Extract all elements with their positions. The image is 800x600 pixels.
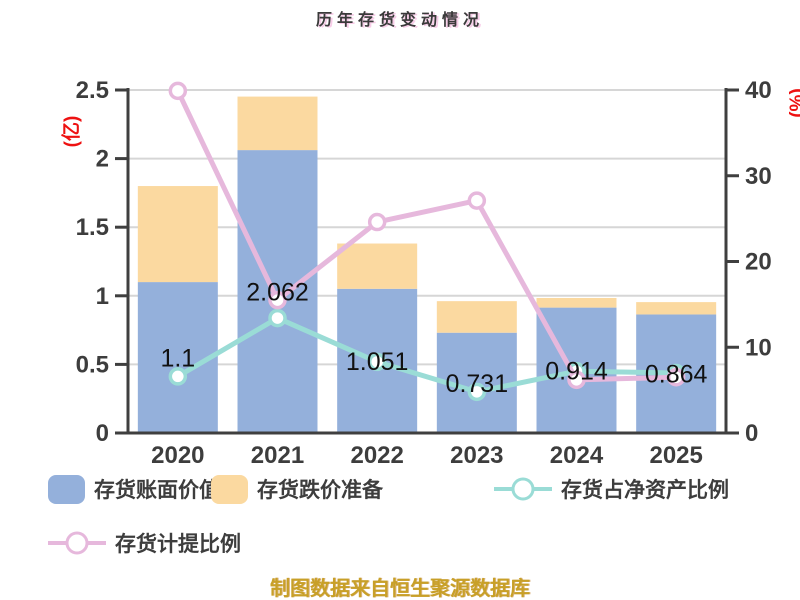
provision-ratio-point-2020[interactable] <box>168 81 188 101</box>
legend-item-provision[interactable]: 存货跌价准备 <box>211 474 383 504</box>
legend-label: 存货占净资产比例 <box>561 479 729 502</box>
left-axis-unit-label: (亿) <box>61 115 83 148</box>
bar-value-label-2021: 2.062 <box>246 279 309 307</box>
bar-book-value-2020[interactable] <box>137 282 218 433</box>
left-tick-label: 2 <box>96 146 109 173</box>
bar-value-label-2023: 0.731 <box>446 370 509 398</box>
data-source-caption: 制图数据来自恒生聚源数据库 <box>270 578 530 600</box>
bar-provision-2023[interactable] <box>436 301 517 333</box>
left-tick-label: 1.5 <box>76 214 109 241</box>
provision-ratio-point-2021[interactable] <box>268 290 287 310</box>
legend-label: 存货计提比例 <box>115 533 241 556</box>
book-value-swatch-icon <box>48 474 85 504</box>
x-axis-label-2024: 2024 <box>550 442 604 469</box>
bar-value-label-2022: 1.051 <box>346 348 409 376</box>
net-asset-ratio-point-2021[interactable] <box>268 308 287 328</box>
x-axis-label-2020: 2020 <box>151 442 204 469</box>
net-asset-ratio-line <box>175 315 679 395</box>
right-tick-label: 30 <box>745 163 772 190</box>
bar-provision-2025[interactable] <box>636 302 717 315</box>
right-tick-label: 0 <box>745 420 758 447</box>
right-tick-label: 20 <box>745 249 772 276</box>
left-tick-label: 2.5 <box>76 77 109 104</box>
bar-value-label-2024: 0.914 <box>545 357 608 385</box>
legend-label: 存货跌价准备 <box>257 479 383 502</box>
legend-item-book-value[interactable]: 存货账面价值 <box>48 474 220 504</box>
provision-ratio-point-2025[interactable] <box>666 368 686 387</box>
left-tick-label: 0.5 <box>76 351 109 378</box>
bar-provision-2024[interactable] <box>536 297 617 308</box>
chart-title: 历年存货变动情况 <box>315 12 484 29</box>
provision-ratio-line <box>175 88 679 383</box>
provision-swatch-icon <box>211 474 248 504</box>
right-axis-unit-label: (%) <box>786 88 800 118</box>
left-tick-label: 1 <box>96 283 109 310</box>
legend-item-provision-ratio[interactable]: 存货计提比例 <box>48 528 241 558</box>
right-tick-label: 40 <box>745 77 772 104</box>
provision-ratio-point-2024[interactable] <box>567 370 586 390</box>
bar-value-label-2020: 1.1 <box>160 345 195 373</box>
bar-provision-2021[interactable] <box>237 96 318 151</box>
legend-label: 存货账面价值 <box>94 479 220 502</box>
legend-item-net-asset-ratio[interactable]: 存货占净资产比例 <box>494 474 729 504</box>
provision-ratio-point-2022[interactable] <box>367 212 387 232</box>
line-marker-icon <box>48 529 106 558</box>
net-asset-ratio-point-2020[interactable] <box>168 367 188 386</box>
x-axis-label-2022: 2022 <box>350 442 403 469</box>
provision-ratio-point-2023[interactable] <box>467 191 487 210</box>
right-tick-label: 10 <box>745 334 772 361</box>
line-marker-icon <box>494 475 552 504</box>
net-asset-ratio-point-2022[interactable] <box>367 352 387 372</box>
bar-provision-2020[interactable] <box>137 186 218 283</box>
bar-provision-2022[interactable] <box>337 243 418 289</box>
bar-value-label-2025: 0.864 <box>645 361 708 389</box>
net-asset-ratio-point-2023[interactable] <box>467 382 487 402</box>
x-axis-label-2023: 2023 <box>450 442 503 469</box>
x-axis-label-2021: 2021 <box>251 442 304 469</box>
left-tick-label: 0 <box>96 420 109 447</box>
x-axis-label-2025: 2025 <box>649 442 702 469</box>
